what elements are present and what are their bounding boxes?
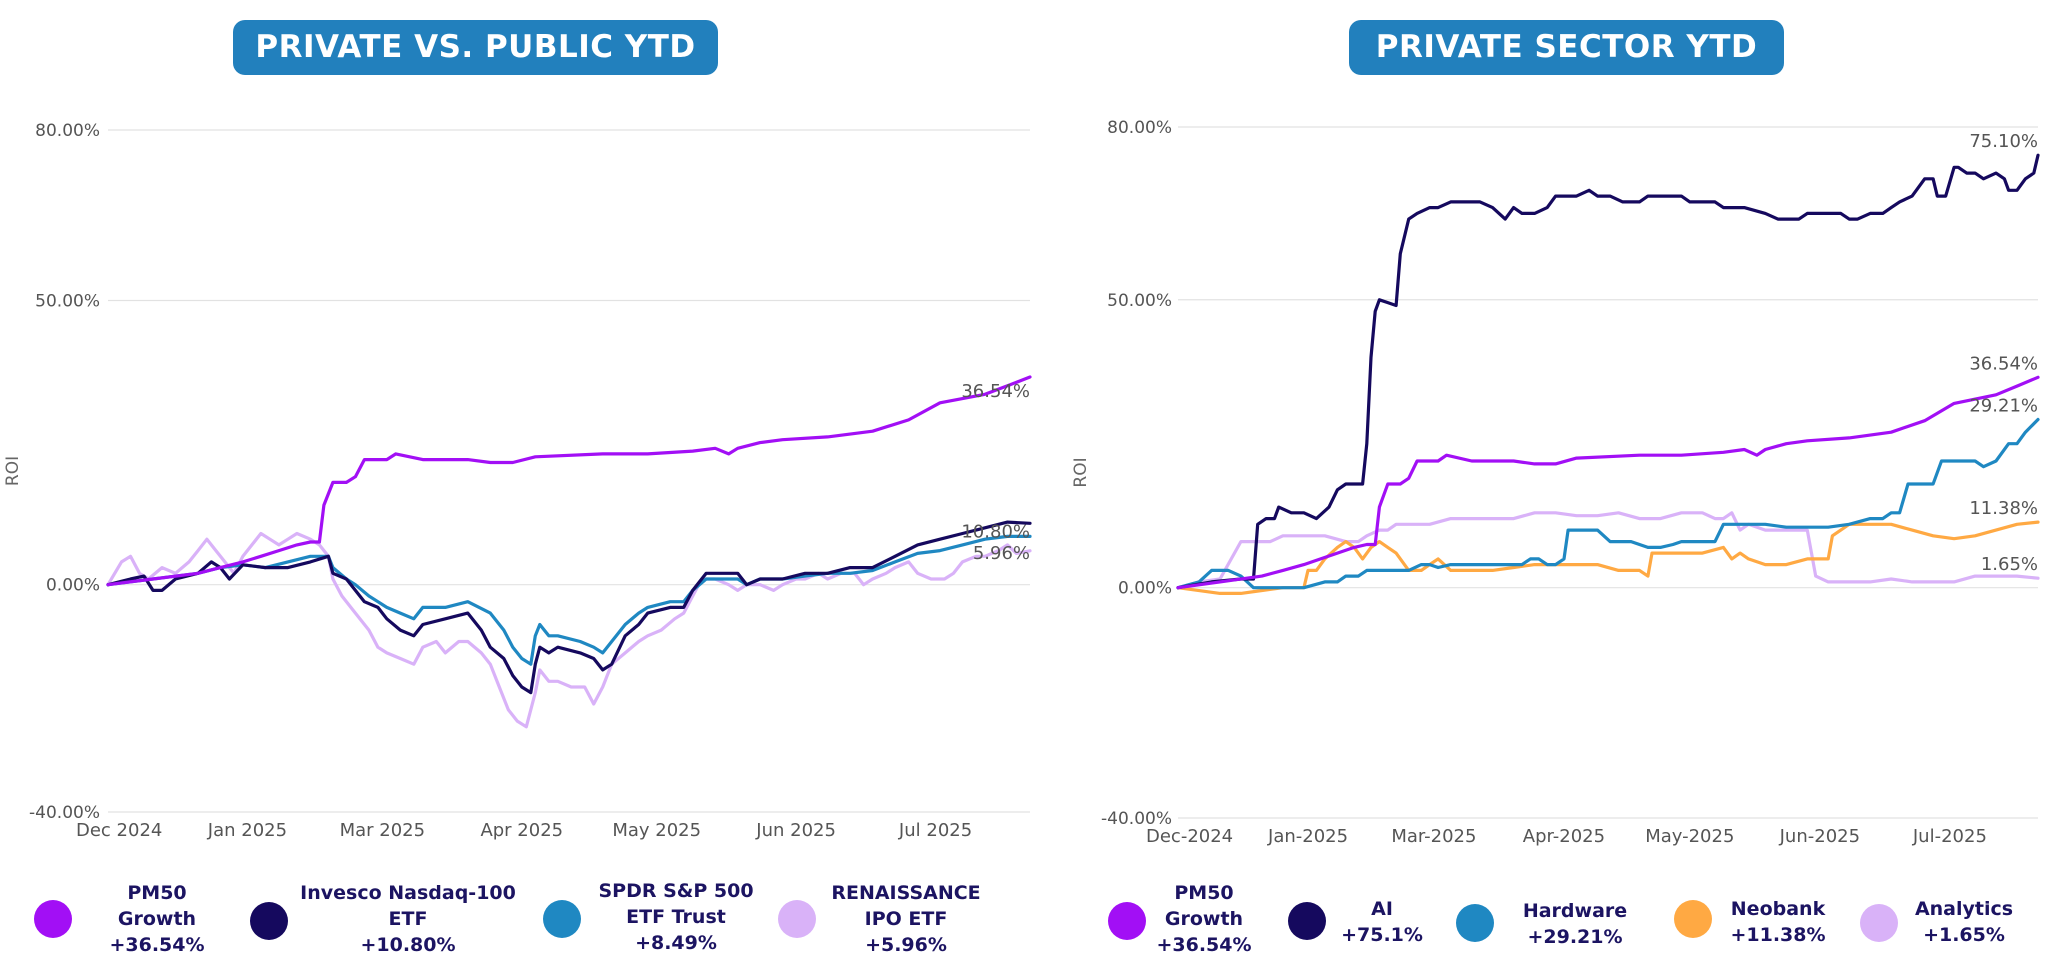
legend-text: PM50 Growth +36.54% [82,880,232,958]
left-series-line-renaissance-ipo-etf [106,531,1032,729]
left-line-chart: 80.00% 50.00% 0.00% -40.00% ROI Dec 2024 Jan 2… [3,121,1032,841]
legend-item-spdr-s-p-500-etf-trust: SPDR S&P 500 ETF Trust +8.49% [543,868,763,958]
legend-label: PM50 [127,882,187,904]
legend-label: +5.96% [865,934,947,956]
left-series-line-invesco-nasdaq-100-etf [106,520,1032,695]
right-y-tick-label: 50.00% [1107,291,1172,311]
left-y-tick-label: 80.00% [35,121,100,141]
left-x-tick-label: Jan 2025 [207,820,287,841]
legend-item-invesco-nasdaq-100-etf: Invesco Nasdaq-100 ETF +10.80% [250,868,530,958]
right-x-tick-label: Jul-2025 [1912,826,1987,847]
right-y-tick-label: -40.00% [1101,809,1172,829]
legend-text: Analytics +1.65% [1904,896,2024,948]
left-y-axis-label: ROI [3,456,23,486]
legend-marker [543,900,581,938]
right-chart-title: PRIVATE SECTOR YTD ROI [1349,20,1784,120]
legend-label: RENAISSANCE [831,882,981,904]
legend-item-pm50-growth: PM50 Growth +36.54% [1108,868,1258,958]
left-y-tick-label: -40.00% [29,803,100,823]
left-y-tick-label: 50.00% [35,292,100,312]
right-series-line-ai [1176,153,2040,590]
legend-label: +36.54% [109,934,205,956]
legend-label: +75.1% [1341,924,1423,946]
right-end-label-ai: 75.10% [1969,131,2038,152]
legend-label: Growth [117,908,197,930]
right-end-label-analytics: 1.65% [1981,554,2038,575]
legend-label: +36.54% [1156,934,1252,956]
right-y-tick-label: 80.00% [1107,118,1172,138]
legend-text: Hardware +29.21% [1500,898,1650,950]
legend-marker [1860,904,1898,942]
legend-label: +8.49% [635,932,717,954]
legend-label: Analytics [1914,898,2014,920]
legend-marker [1674,900,1712,938]
legend-item-pm50-growth: PM50 Growth +36.54% [34,868,234,958]
left-series-line-pm50-growth [106,375,1032,587]
right-end-label-neobank: 11.38% [1969,498,2038,519]
right-series-line-analytics [1176,511,2040,590]
legend-label: SPDR S&P 500 [598,880,754,902]
right-x-tick-label: May-2025 [1645,826,1734,847]
legend-label: ETF [388,908,428,930]
legend-marker [250,902,288,940]
left-x-tick-label: May 2025 [612,820,701,841]
right-series-line-hardware [1176,417,2040,590]
legend-text: RENAISSANCE IPO ETF +5.96% [826,880,986,958]
left-x-tick-label: Dec 2024 [76,820,162,841]
legend-item-neobank-11-38: Neobank +11.38% [1674,868,1844,958]
left-chart-panel: PRIVATE VS. PUBLIC YTD ROI 80.00% 50.00% 0… [0,20,1040,958]
legend-label: IPO ETF [864,908,948,930]
right-y-axis-label: ROI [1071,457,1091,487]
left-end-label-renaissance-ipo-etf: 5.96% [973,543,1030,564]
left-chart-legend: PM50 Growth +36.54% Invesco Nasdaq-100 ETF +1… [0,868,1040,958]
legend-label: +1.65% [1923,924,2005,946]
right-x-tick-label: Mar-2025 [1391,826,1476,847]
legend-text: Neobank +11.38% [1718,896,1838,948]
legend-label: +29.21% [1527,926,1623,948]
legend-item-analytics-1-65: Analytics +1.65% [1860,868,2030,958]
legend-label: PM50 [1174,882,1234,904]
legend-text: PM50 Growth +36.54% [1152,880,1256,958]
right-chart-legend: PM50 Growth +36.54% AI +75.1% Hardware +29.21%… [1060,868,2063,958]
legend-label: Growth [1164,908,1244,930]
right-line-chart: 80.00% 50.00% 0.00% -40.00% ROI Dec-2024 Jan-2… [1071,118,2040,847]
right-series-line-pm50-growth [1176,375,2040,590]
legend-item-hardware-29-21: Hardware +29.21% [1456,868,1656,958]
right-x-tick-label: Jun-2025 [1779,826,1860,847]
left-x-tick-label: Jul 2025 [898,820,972,841]
right-end-label-hardware: 29.21% [1969,395,2038,416]
left-y-tick-label: 0.00% [46,576,100,596]
left-series-line-spdr-s-p-500-etf-trust [106,534,1032,666]
legend-label: Hardware [1522,900,1628,922]
left-end-label-pm50-growth: 36.54% [961,381,1030,402]
legend-marker [778,900,816,938]
legend-item-ai-75-1: AI +75.1% [1288,868,1438,958]
right-end-label-pm50-growth: 36.54% [1969,353,2038,374]
legend-label: +10.80% [360,934,456,956]
legend-marker [1108,902,1146,940]
right-chart-panel: PRIVATE SECTOR YTD ROI 80.00% 50.00% 0.00%… [1060,0,2063,956]
legend-marker [1288,902,1326,940]
legend-label: AI [1371,898,1393,920]
legend-marker [34,900,72,938]
legend-item-renaissance-ipo-etf: RENAISSANCE IPO ETF +5.96% [778,868,988,958]
legend-label: ETF Trust [626,906,726,928]
legend-text: AI +75.1% [1332,896,1432,948]
right-x-tick-label: Jan-2025 [1267,826,1348,847]
left-x-tick-label: Apr 2025 [480,820,563,841]
left-x-tick-label: Mar 2025 [340,820,426,841]
right-x-tick-label: Apr-2025 [1523,826,1605,847]
left-x-tick-label: Jun 2025 [755,820,836,841]
legend-marker [1456,904,1494,942]
legend-text: Invesco Nasdaq-100 ETF +10.80% [298,880,518,958]
legend-label: +11.38% [1730,924,1826,946]
left-chart-title: PRIVATE VS. PUBLIC YTD ROI [233,20,718,120]
right-y-tick-label: 0.00% [1118,579,1172,599]
left-end-label-invesco-nasdaq-100-etf: 10.80% [961,521,1030,542]
legend-text: SPDR S&P 500 ETF Trust +8.49% [591,878,761,956]
legend-label: Invesco Nasdaq-100 [300,882,516,904]
right-x-tick-label: Dec-2024 [1146,826,1233,847]
legend-label: Neobank [1730,898,1826,920]
